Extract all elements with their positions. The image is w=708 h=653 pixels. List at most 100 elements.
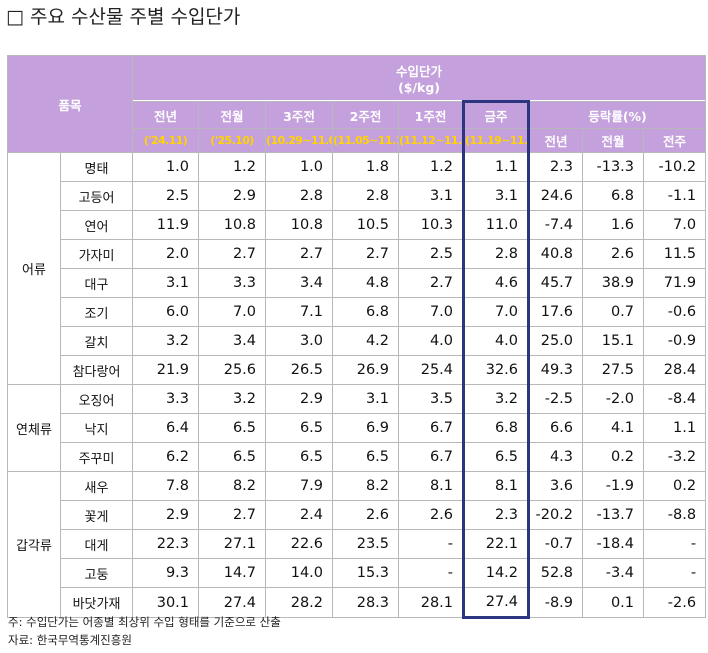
value-cell: 10.5: [332, 210, 400, 240]
data-row: 낙지 6.4 6.5 6.5 6.9 6.7 6.8 6.6 4.1 1.1: [8, 413, 707, 443]
value-cell: -10.2: [643, 152, 707, 182]
value-cell: 2.8: [265, 181, 334, 211]
value-cell: 8.1: [462, 471, 531, 501]
value-cell: 7.1: [265, 297, 334, 327]
value-cell: 3.1: [462, 181, 531, 211]
item-name: 연어: [59, 210, 134, 240]
value-cell: 38.9: [582, 268, 645, 298]
value-cell: 2.6: [398, 500, 465, 530]
item-name: 가자미: [59, 239, 134, 269]
value-cell: 14.0: [265, 558, 334, 588]
value-cell: -2.0: [582, 384, 645, 414]
value-cell: 22.1: [462, 529, 531, 559]
value-cell: 6.5: [198, 442, 267, 472]
value-cell: 6.2: [132, 442, 200, 472]
value-cell: 27.4: [462, 587, 531, 619]
value-cell: 10.8: [265, 210, 334, 240]
value-cell: 3.0: [265, 326, 334, 356]
column-label: 2주전: [332, 101, 400, 129]
value-cell: -1.1: [643, 181, 707, 211]
value-cell: -7.4: [528, 210, 584, 240]
price-unit: ($/kg): [398, 80, 441, 95]
item-name: 새우: [59, 471, 134, 501]
value-cell: 0.2: [643, 471, 707, 501]
change-column: 전주: [643, 128, 707, 153]
value-cell: 11.9: [132, 210, 200, 240]
item-name: 꽃게: [59, 500, 134, 530]
value-cell: 2.6: [332, 500, 400, 530]
value-cell: 28.2: [265, 587, 334, 618]
value-cell: 7.8: [132, 471, 200, 501]
value-cell: 6.4: [132, 413, 200, 443]
value-cell: 32.6: [462, 355, 531, 385]
column-label: 1주전: [398, 101, 465, 129]
value-cell: 4.1: [582, 413, 645, 443]
value-cell: 3.4: [265, 268, 334, 298]
value-cell: 27.5: [582, 355, 645, 385]
value-cell: 28.1: [398, 587, 465, 618]
value-cell: 26.5: [265, 355, 334, 385]
page-title: □ 주요 수산물 주별 수입단가: [6, 6, 241, 28]
value-cell: 6.6: [528, 413, 584, 443]
value-cell: 7.0: [198, 297, 267, 327]
value-cell: 4.2: [332, 326, 400, 356]
value-cell: 2.3: [528, 152, 584, 182]
value-cell: 10.8: [198, 210, 267, 240]
value-cell: -3.2: [643, 442, 707, 472]
value-cell: 15.1: [582, 326, 645, 356]
data-row: 참다랑어 21.9 25.6 26.5 26.9 25.4 32.6 49.3 27.5 28.4: [8, 355, 707, 385]
value-cell: 6.8: [332, 297, 400, 327]
value-cell: 3.3: [132, 384, 200, 414]
value-cell: -8.8: [643, 500, 707, 530]
item-name: 참다랑어: [59, 355, 134, 385]
column-period: (11.12~11.18): [398, 128, 465, 153]
data-row: 고등어 2.5 2.9 2.8 2.8 3.1 3.1 24.6 6.8 -1.1: [8, 181, 707, 211]
data-row: 고둥 9.3 14.7 14.0 15.3-14.2 52.8 -3.4-: [8, 558, 707, 588]
value-cell: 17.6: [528, 297, 584, 327]
value-cell: 2.9: [265, 384, 334, 414]
value-cell: 14.7: [198, 558, 267, 588]
item-name: 갈치: [59, 326, 134, 356]
value-cell: 25.4: [398, 355, 465, 385]
value-cell: 4.0: [462, 326, 531, 356]
value-cell: 1.2: [198, 152, 267, 182]
value-cell: 6.5: [198, 413, 267, 443]
value-cell: -20.2: [528, 500, 584, 530]
value-cell: 21.9: [132, 355, 200, 385]
value-cell: 24.6: [528, 181, 584, 211]
value-cell: 30.1: [132, 587, 200, 618]
value-cell: 2.9: [132, 500, 200, 530]
value-cell: 2.6: [582, 239, 645, 269]
value-cell: 10.3: [398, 210, 465, 240]
value-cell: 23.5: [332, 529, 400, 559]
value-cell: -: [398, 558, 465, 588]
data-row: 가자미 2.0 2.7 2.7 2.7 2.5 2.8 40.8 2.6 11.5: [8, 239, 707, 269]
column-period: (11.19~11.25): [462, 128, 531, 153]
value-cell: -13.3: [582, 152, 645, 182]
value-cell: -0.7: [528, 529, 584, 559]
item-name: 명태: [59, 152, 134, 182]
column-label: 전월: [198, 101, 267, 129]
value-cell: 8.2: [198, 471, 267, 501]
value-cell: 2.5: [398, 239, 465, 269]
group-name: 갑각류: [7, 471, 61, 618]
value-cell: 25.6: [198, 355, 267, 385]
change-column: 전월: [582, 128, 645, 153]
value-cell: 28.3: [332, 587, 400, 618]
value-cell: 0.1: [582, 587, 645, 618]
value-cell: 3.6: [528, 471, 584, 501]
column-label: 전년: [132, 101, 200, 129]
price-table: 품목 수입단가 ($/kg) 전년 전월 3주전 2주전 1주전 금주 등락률(%) ('24.11…: [6, 55, 707, 619]
data-row: 갑각류 새우 7.8 8.2 7.9 8.2 8.1 8.1 3.6 -1.9 0.2: [7, 471, 707, 618]
item-header: 품목: [6, 55, 134, 153]
value-cell: 3.3: [198, 268, 267, 298]
value-cell: 3.1: [398, 181, 465, 211]
data-row: 갈치 3.2 3.4 3.0 4.2 4.0 4.0 25.0 15.1 -0.9: [8, 326, 707, 356]
data-row: 바닷가재 30.1 27.4 28.2 28.3 28.1 27.4 -8.9 0.1 -2.6: [8, 587, 707, 619]
change-header: 등락률(%): [528, 101, 707, 129]
value-cell: 45.7: [528, 268, 584, 298]
column-period: ('25.10): [198, 128, 267, 153]
value-cell: 1.2: [398, 152, 465, 182]
table-header: 품목 수입단가 ($/kg) 전년 전월 3주전 2주전 1주전 금주 등락률(%) ('24.11…: [6, 55, 707, 153]
value-cell: 3.2: [198, 384, 267, 414]
